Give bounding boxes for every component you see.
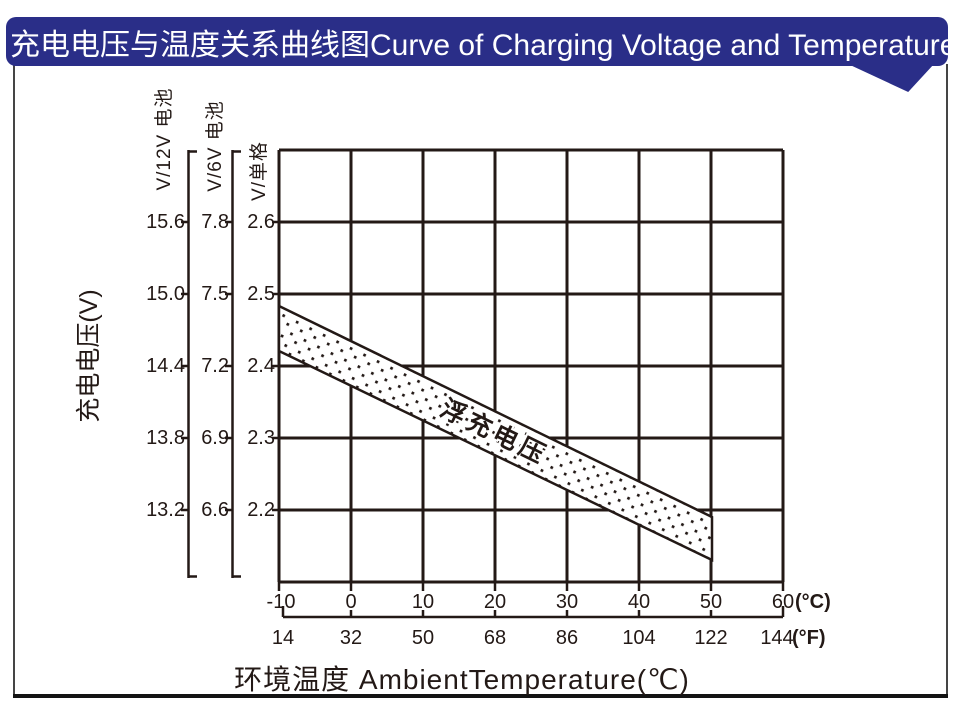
xtick-f-4: 86 — [555, 627, 579, 649]
ruler-6v — [225, 150, 241, 578]
ytick-cell-4: 2.2 — [247, 499, 275, 521]
ytick-6v-2: 7.2 — [201, 355, 229, 377]
y-axis-title: 充电电压(V) — [75, 289, 103, 423]
ytick-cell-2: 2.4 — [247, 355, 275, 377]
xtick-c-3: 20 — [483, 591, 507, 613]
celsius-unit-label: (°C) — [795, 591, 831, 613]
xtick-f-0: 14 — [271, 627, 295, 649]
xtick-c-4: 30 — [555, 591, 579, 613]
scale-name-12v: V/12V 电池 — [154, 87, 175, 191]
scale-name-cell: V/单格 — [249, 141, 270, 201]
ruler-12v — [181, 150, 197, 578]
ytick-12v-1: 15.0 — [146, 283, 185, 305]
x-axis-title: 环境温度 AmbientTemperature(℃) — [234, 664, 690, 695]
float-charge-band-dots — [277, 304, 714, 562]
ytick-6v-4: 6.6 — [201, 499, 229, 521]
xtick-c-6: 50 — [699, 591, 723, 613]
ytick-12v-3: 13.8 — [146, 427, 185, 449]
title-banner: 充电电压与温度关系曲线图Curve of Charging Voltage an… — [6, 17, 948, 66]
scale-name-6v: V/6V 电池 — [205, 100, 226, 192]
fahrenheit-ruler — [281, 606, 785, 619]
ytick-cell-0: 2.6 — [247, 211, 275, 233]
xtick-c-2: 10 — [411, 591, 435, 613]
ytick-cell-1: 2.5 — [247, 283, 275, 305]
page-title: 充电电压与温度关系曲线图Curve of Charging Voltage an… — [10, 28, 948, 62]
xtick-f-2: 50 — [411, 627, 435, 649]
ytick-12v-4: 13.2 — [146, 499, 185, 521]
xtick-f-7: 144 — [760, 627, 794, 649]
xtick-f-5: 104 — [622, 627, 656, 649]
cell-scale-ticks — [272, 220, 279, 512]
ytick-12v-2: 14.4 — [146, 355, 185, 377]
fahrenheit-unit-label: (°F) — [792, 627, 826, 649]
xtick-c-0: -10 — [266, 591, 296, 613]
x-axis-ticks — [277, 582, 785, 591]
xtick-f-6: 122 — [694, 627, 728, 649]
xtick-c-1: 0 — [345, 591, 357, 613]
xtick-c-5: 40 — [627, 591, 651, 613]
ytick-6v-0: 7.8 — [201, 211, 229, 233]
xtick-f-1: 32 — [339, 627, 363, 649]
ytick-6v-1: 7.5 — [201, 283, 229, 305]
ytick-cell-3: 2.3 — [247, 427, 275, 449]
page-border-left — [13, 64, 15, 694]
ytick-12v-0: 15.6 — [146, 211, 185, 233]
xtick-c-7: 60 — [771, 591, 795, 613]
xtick-f-3: 68 — [483, 627, 507, 649]
page-border-bottom — [13, 694, 948, 698]
ytick-6v-3: 6.9 — [201, 427, 229, 449]
page-border-right — [946, 64, 948, 694]
